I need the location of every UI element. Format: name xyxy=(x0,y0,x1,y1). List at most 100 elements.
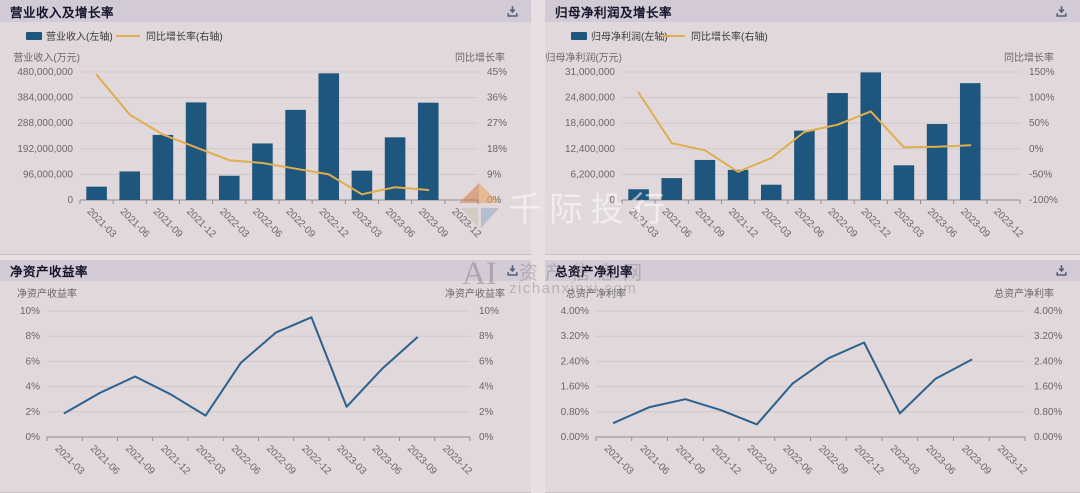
svg-text:0.80%: 0.80% xyxy=(1034,407,1062,418)
svg-text:4%: 4% xyxy=(26,382,41,393)
svg-text:6%: 6% xyxy=(26,356,41,367)
svg-text:2021-12: 2021-12 xyxy=(184,206,218,240)
svg-text:同比增长率: 同比增长率 xyxy=(455,51,505,64)
svg-text:2023-06: 2023-06 xyxy=(370,443,404,477)
svg-text:2023-09: 2023-09 xyxy=(405,443,439,477)
svg-text:0: 0 xyxy=(67,195,73,206)
svg-text:24,800,000: 24,800,000 xyxy=(565,93,615,104)
svg-text:480,000,000: 480,000,000 xyxy=(17,67,73,78)
svg-text:18%: 18% xyxy=(487,144,507,155)
svg-text:2022-09: 2022-09 xyxy=(825,206,859,240)
panel-title: 净资产收益率 xyxy=(10,265,89,279)
svg-text:2023-06: 2023-06 xyxy=(925,206,959,240)
svg-text:2.40%: 2.40% xyxy=(561,356,589,367)
svg-text:2023-09: 2023-09 xyxy=(416,206,450,240)
svg-text:2023-03: 2023-03 xyxy=(888,443,922,477)
svg-text:288,000,000: 288,000,000 xyxy=(17,118,73,129)
revenue-growth-chart[interactable]: 营业收入(左轴) 同比增长率(右轴) 营业收入(万元) 同比增长率 0 0% 96,000,… xyxy=(0,22,531,254)
svg-text:6%: 6% xyxy=(479,356,494,367)
svg-text:2021-06: 2021-06 xyxy=(660,206,694,240)
download-icon[interactable] xyxy=(506,264,519,277)
ratio-line xyxy=(63,316,419,417)
y-axis: 0% 0% 2% 2% 4% 4% 6% 6% 8% 8% 10% 10% xyxy=(20,306,499,443)
chart-area: 营业收入(左轴) 同比增长率(右轴) 营业收入(万元) 同比增长率 0 0% 96,000,… xyxy=(0,22,531,259)
svg-text:0%: 0% xyxy=(479,432,494,443)
svg-text:45%: 45% xyxy=(487,67,507,78)
svg-text:净资产收益率: 净资产收益率 xyxy=(445,287,505,300)
svg-text:0%: 0% xyxy=(487,195,502,206)
download-icon[interactable] xyxy=(1055,5,1068,18)
svg-text:2022-12: 2022-12 xyxy=(299,443,333,477)
svg-text:96,000,000: 96,000,000 xyxy=(23,169,73,180)
panel-title: 营业收入及增长率 xyxy=(10,5,115,20)
panel-header: 净资产收益率 xyxy=(0,260,531,281)
svg-text:营业收入(万元): 营业收入(万元) xyxy=(13,51,80,64)
chart-area: 归母净利润(左轴) 同比增长率(右轴) 归母净利润(万元) 同比增长率 0 -100% 6,… xyxy=(545,22,1080,259)
svg-text:2022-09: 2022-09 xyxy=(283,206,317,240)
chart-area: 净资产收益率 净资产收益率 0% 0% 2% 2% 4% 4% 6% 6% 8% 8% 10% 10% 20… xyxy=(0,281,531,493)
svg-text:10%: 10% xyxy=(20,306,40,317)
svg-text:2023-03: 2023-03 xyxy=(350,206,384,240)
svg-text:2023-12: 2023-12 xyxy=(440,443,474,477)
y-axis: 0 0% 96,000,000 9% 192,000,000 18% 288,000,000… xyxy=(17,67,507,206)
legend: 营业收入(左轴) 同比增长率(右轴) xyxy=(26,30,223,43)
svg-text:2%: 2% xyxy=(479,407,494,418)
netprofit-growth-chart[interactable]: 归母净利润(左轴) 同比增长率(右轴) 归母净利润(万元) 同比增长率 0 -100% 6,… xyxy=(545,22,1080,254)
download-icon[interactable] xyxy=(506,5,519,18)
svg-text:0.80%: 0.80% xyxy=(561,407,589,418)
svg-text:2022-03: 2022-03 xyxy=(745,443,779,477)
svg-text:2021-09: 2021-09 xyxy=(693,206,727,240)
bars xyxy=(628,72,981,200)
svg-text:2.40%: 2.40% xyxy=(1034,356,1062,367)
svg-text:2023-12: 2023-12 xyxy=(991,206,1025,240)
svg-text:3.20%: 3.20% xyxy=(1034,331,1062,342)
svg-text:27%: 27% xyxy=(487,118,507,129)
svg-text:1.60%: 1.60% xyxy=(1034,382,1062,393)
panel-netprofit-growth: 归母净利润及增长率 归母净利润(左轴) 同比增长率(右轴) 归母净利润(万元) 同比增… xyxy=(545,0,1080,255)
roa-chart[interactable]: 总资产净利率 总资产净利率 0.00% 0.00% 0.80% 0.80% 1.60% 1.6… xyxy=(545,281,1080,493)
svg-text:384,000,000: 384,000,000 xyxy=(17,93,73,104)
svg-text:净资产收益率: 净资产收益率 xyxy=(17,287,77,300)
svg-text:2021-12: 2021-12 xyxy=(158,443,192,477)
legend: 归母净利润(左轴) 同比增长率(右轴) xyxy=(571,30,768,43)
svg-text:9%: 9% xyxy=(487,169,502,180)
svg-text:-50%: -50% xyxy=(1029,169,1052,180)
svg-text:同比增长率: 同比增长率 xyxy=(1004,51,1054,64)
svg-text:2021-12: 2021-12 xyxy=(726,206,760,240)
svg-text:1.60%: 1.60% xyxy=(561,382,589,393)
panel-header: 归母净利润及增长率 xyxy=(545,0,1080,22)
svg-text:8%: 8% xyxy=(26,331,41,342)
svg-text:3.20%: 3.20% xyxy=(561,331,589,342)
svg-text:2%: 2% xyxy=(26,407,41,418)
svg-text:同比增长率(右轴): 同比增长率(右轴) xyxy=(146,30,223,43)
svg-text:2022-12: 2022-12 xyxy=(317,206,351,240)
svg-text:2023-12: 2023-12 xyxy=(995,443,1029,477)
svg-text:2021-09: 2021-09 xyxy=(151,206,185,240)
svg-text:0.00%: 0.00% xyxy=(561,432,589,443)
svg-text:总资产净利率: 总资产净利率 xyxy=(994,287,1054,300)
svg-text:0.00%: 0.00% xyxy=(1034,432,1062,443)
svg-text:2023-09: 2023-09 xyxy=(959,443,993,477)
svg-text:2022-12: 2022-12 xyxy=(852,443,886,477)
ratio-line xyxy=(612,341,973,426)
svg-text:4.00%: 4.00% xyxy=(1034,306,1062,317)
bars xyxy=(86,73,439,200)
svg-text:2021-03: 2021-03 xyxy=(53,443,87,477)
svg-text:2022-09: 2022-09 xyxy=(816,443,850,477)
y-axis: 0 -100% 6,200,000 -50% 12,400,000 0% 18,600,00… xyxy=(565,67,1058,206)
panel-roe: 净资产收益率 净资产收益率 净资产收益率 0% 0% 2% 2% 4% 4% 6% 6% 8% 8% 1… xyxy=(0,260,531,493)
svg-text:2021-06: 2021-06 xyxy=(638,443,672,477)
svg-text:31,000,000: 31,000,000 xyxy=(565,67,615,78)
svg-text:100%: 100% xyxy=(1029,93,1055,104)
svg-text:36%: 36% xyxy=(487,93,507,104)
roe-chart[interactable]: 净资产收益率 净资产收益率 0% 0% 2% 2% 4% 4% 6% 6% 8% 8% 10% 10% 20… xyxy=(0,281,531,493)
download-icon[interactable] xyxy=(1055,264,1068,277)
svg-text:2023-03: 2023-03 xyxy=(892,206,926,240)
x-axis: 2021-03 2021-06 2021-09 2021-12 2022-03 2022-… xyxy=(595,436,1029,477)
svg-text:总资产净利率: 总资产净利率 xyxy=(566,287,626,300)
svg-text:2022-12: 2022-12 xyxy=(859,206,893,240)
svg-text:50%: 50% xyxy=(1029,118,1049,129)
panel-revenue-growth: 营业收入及增长率 营业收入(左轴) 同比增长率(右轴) 营业收入(万元) 同比增长率 0… xyxy=(0,0,531,255)
